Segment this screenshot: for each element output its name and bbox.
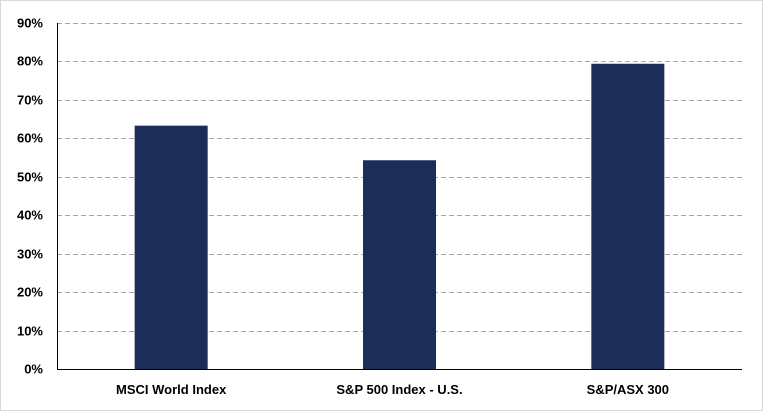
y-tick-label: 20% xyxy=(17,285,43,300)
bar xyxy=(591,63,665,370)
y-tick-label: 50% xyxy=(17,170,43,185)
y-tick-label: 80% xyxy=(17,54,43,69)
y-tick-label: 40% xyxy=(17,208,43,223)
bar xyxy=(134,125,208,369)
y-tick-label: 70% xyxy=(17,93,43,108)
y-tick-label: 90% xyxy=(17,16,43,31)
x-tick-label: S&P 500 Index - U.S. xyxy=(336,382,462,397)
y-tick-label: 10% xyxy=(17,324,43,339)
y-tick-label: 30% xyxy=(17,247,43,262)
y-tick-label: 0% xyxy=(24,362,43,377)
x-tick-labels: MSCI World Index S&P 500 Index - U.S. S&P/… xyxy=(116,382,669,397)
bar xyxy=(363,160,436,369)
bars xyxy=(134,63,665,370)
y-tick-label: 60% xyxy=(17,131,43,146)
axes xyxy=(57,23,742,370)
x-tick-label: MSCI World Index xyxy=(116,382,227,397)
x-tick-label: S&P/ASX 300 xyxy=(587,382,669,397)
y-tick-labels: 0% 10% 20% 30% 40% 50% 60% 70% 80% 90% xyxy=(17,16,43,377)
